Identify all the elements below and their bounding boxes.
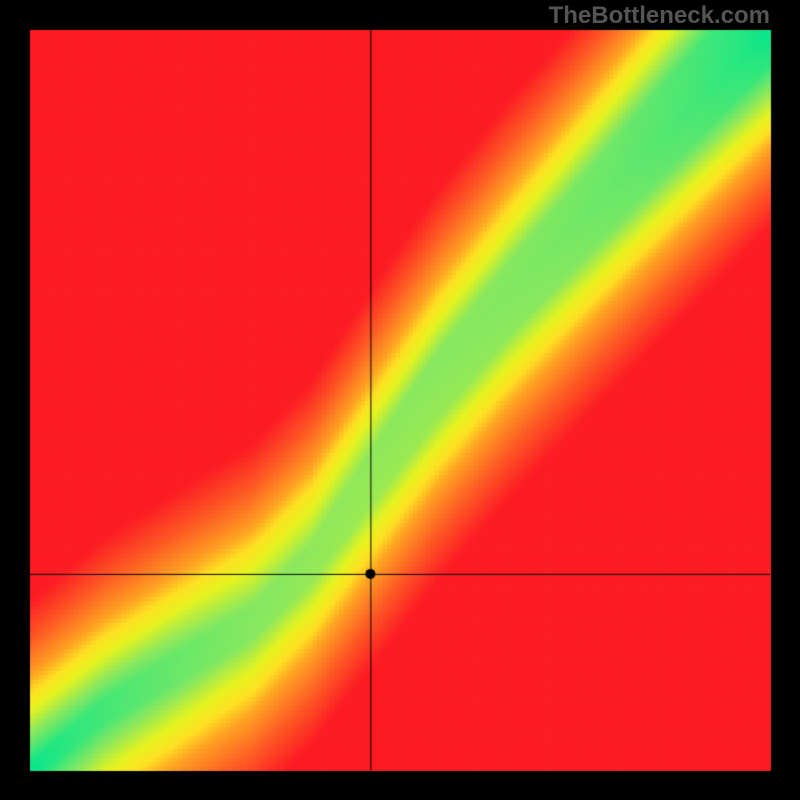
figure-container: TheBottleneck.com	[0, 0, 800, 800]
watermark-text: TheBottleneck.com	[549, 2, 770, 30]
bottleneck-heatmap	[0, 0, 800, 800]
